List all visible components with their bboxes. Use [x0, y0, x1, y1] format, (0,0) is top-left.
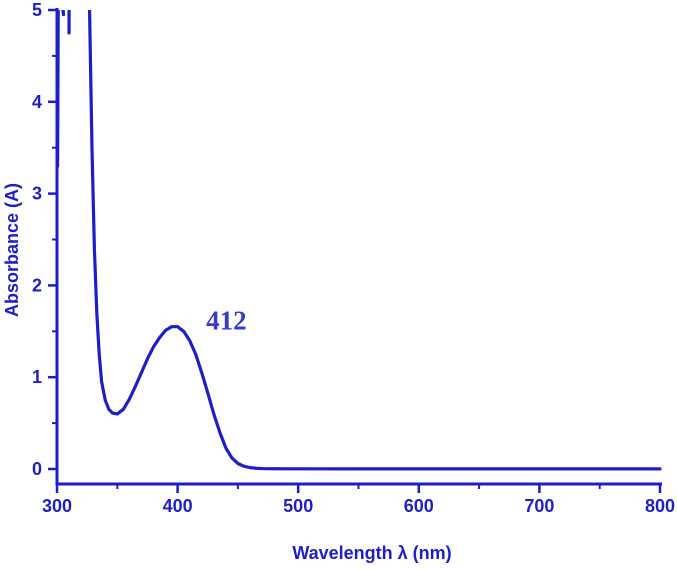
y-tick-label: 5 [32, 0, 42, 20]
absorbance-series-line [87, 10, 662, 471]
x-tick-label: 700 [524, 496, 554, 516]
x-tick-label: 600 [404, 496, 434, 516]
y-tick-label: 4 [32, 92, 42, 112]
series-layer [57, 10, 662, 471]
x-tick-label: 300 [42, 496, 72, 516]
y-axis-title: Absorbance (A) [2, 183, 22, 317]
y-tick-label: 1 [32, 367, 42, 387]
y-tick-label: 3 [32, 184, 42, 204]
axes-layer [48, 8, 662, 493]
x-tick-label: 500 [283, 496, 313, 516]
labels-layer: 300 400 500 600 700 800 0 1 2 3 4 5 412 [32, 0, 675, 516]
y-tick-label: 0 [32, 459, 42, 479]
x-tick-label: 800 [645, 496, 675, 516]
peak-annotation: 412 [206, 306, 247, 336]
x-tick-label: 400 [163, 496, 193, 516]
y-tick-label: 2 [32, 275, 42, 295]
x-axis-title: Wavelength λ (nm) [292, 543, 451, 563]
